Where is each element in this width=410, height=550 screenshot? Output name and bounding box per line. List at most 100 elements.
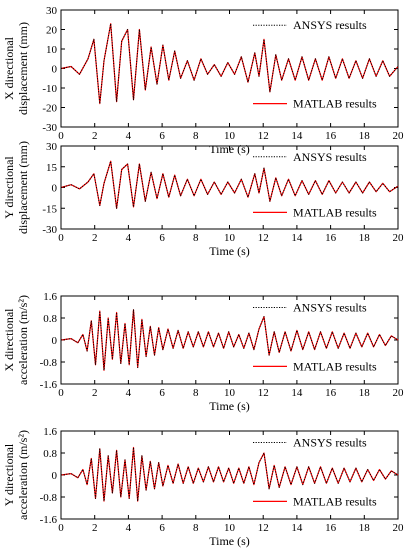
x-tick-label: 2 [92, 232, 98, 244]
x-tick-label: 20 [393, 130, 405, 142]
legend-label-matlab: MATLAB results [293, 359, 377, 373]
x-tick-label: 12 [258, 522, 269, 534]
series-line-ansys [60, 160, 399, 209]
x-tick-label: 6 [159, 522, 165, 534]
x-tick-label: 0 [58, 522, 64, 534]
y-tick-label: 0 [52, 64, 58, 76]
y-tick-label: 0 [52, 470, 58, 482]
x-tick-label: 10 [224, 387, 236, 399]
y-axis-label-line: Y directional [2, 443, 16, 506]
y-axis-label: Y directional acceleration (m/s²) [2, 430, 30, 520]
y-tick-label: -30 [42, 224, 57, 236]
legend-label-matlab: MATLAB results [293, 494, 377, 508]
x-tick-label: 12 [258, 130, 269, 142]
y-tick-label: 30 [46, 5, 58, 17]
x-tick-label: 18 [359, 232, 371, 244]
y-axis-label-line: X directional [2, 308, 16, 372]
y-axis-label-line: X directional [2, 36, 16, 100]
x-tick-label: 4 [126, 522, 132, 534]
x-tick-label: 12 [258, 232, 269, 244]
x-tick-label: 20 [393, 522, 405, 534]
x-tick-label: 14 [291, 130, 303, 142]
y-tick-label: -1.6 [40, 379, 58, 391]
x-tick-label: 6 [159, 130, 165, 142]
x-tick-label: 4 [126, 130, 132, 142]
chart-panel-4: 0 2 4 6 8 10 12 14 16 18 20 -1.6 -0.8 0 0.8 1.6 Time (s)… [2, 426, 404, 548]
y-axis-label-line: displacement (mm) [16, 141, 30, 234]
y-tick-label: -0.8 [40, 492, 58, 504]
legend-label-ansys: ANSYS results [293, 150, 367, 164]
x-tick-label: 20 [393, 387, 405, 399]
x-tick-label: 14 [291, 387, 303, 399]
x-tick-label: 2 [92, 130, 98, 142]
series-line-matlab [60, 309, 399, 371]
y-tick-label: 10 [46, 44, 58, 56]
y-tick-label: 0.8 [43, 448, 57, 460]
y-tick-label: 20 [46, 25, 58, 37]
x-tick-label: 0 [58, 232, 64, 244]
legend-label-matlab: MATLAB results [293, 205, 377, 219]
y-tick-label: 30 [46, 141, 58, 153]
y-tick-label: 15 [46, 162, 58, 174]
y-axis-label: Y directional displacement (mm) [2, 141, 30, 234]
x-tick-label: 10 [224, 130, 236, 142]
y-axis-label: X directional displacement (mm) [2, 22, 30, 115]
x-tick-label: 18 [359, 522, 371, 534]
legend-label-ansys: ANSYS results [293, 300, 367, 314]
x-tick-label: 6 [159, 232, 165, 244]
y-tick-label: 1.6 [43, 291, 57, 303]
y-axis-label-line: displacement (mm) [16, 22, 30, 115]
x-tick-label: 2 [92, 522, 98, 534]
series-line-ansys [60, 447, 399, 502]
chart-panel-3: 0 2 4 6 8 10 12 14 16 18 20 -1.6 -0.8 0 0.8 1.6 Time (s)… [2, 291, 404, 413]
x-tick-label: 10 [224, 522, 236, 534]
y-axis-label-line: Y directional [2, 156, 16, 219]
x-tick-label: 12 [258, 387, 269, 399]
y-tick-label: -0.8 [40, 357, 58, 369]
chart-panel-2: 0 2 4 6 8 10 12 14 16 18 20 -30 -15 0 15 30 Time (s) Y di… [2, 141, 404, 258]
x-tick-label: 14 [291, 522, 303, 534]
series-line-matlab [60, 23, 399, 105]
x-tick-label: 16 [325, 387, 337, 399]
x-axis-label: Time (s) [209, 244, 250, 258]
y-axis-label-line: acceleration (m/s²) [16, 295, 30, 385]
x-tick-label: 14 [291, 232, 303, 244]
y-tick-label: -1.6 [40, 514, 58, 526]
x-tick-label: 10 [224, 232, 236, 244]
y-tick-label: -20 [42, 103, 57, 115]
x-tick-label: 0 [58, 130, 64, 142]
x-tick-label: 8 [193, 522, 199, 534]
y-tick-label: 0 [52, 335, 58, 347]
y-axis-label-line: acceleration (m/s²) [16, 430, 30, 520]
x-axis-label: Time (s) [209, 399, 250, 413]
x-tick-label: 8 [193, 130, 199, 142]
x-tick-label: 16 [325, 232, 337, 244]
legend-label-matlab: MATLAB results [293, 97, 377, 111]
x-tick-label: 4 [126, 232, 132, 244]
x-tick-label: 16 [325, 130, 337, 142]
x-tick-label: 18 [359, 387, 371, 399]
x-tick-label: 0 [58, 387, 64, 399]
y-tick-label: 0.8 [43, 313, 57, 325]
x-tick-label: 16 [325, 522, 337, 534]
legend-label-ansys: ANSYS results [293, 18, 367, 32]
y-tick-label: -15 [42, 203, 57, 215]
y-tick-label: -30 [42, 122, 57, 134]
x-tick-label: 18 [359, 130, 371, 142]
x-tick-label: 2 [92, 387, 98, 399]
series-line-matlab [60, 160, 399, 209]
series-line-ansys [60, 23, 399, 105]
x-tick-label: 8 [193, 232, 199, 244]
x-axis-label: Time (s) [209, 534, 250, 548]
x-tick-label: 20 [393, 232, 405, 244]
series-line-matlab [60, 446, 399, 502]
x-tick-label: 4 [126, 387, 132, 399]
y-axis-label: X directional acceleration (m/s²) [2, 295, 30, 385]
x-tick-label: 6 [159, 387, 165, 399]
y-tick-label: -10 [42, 83, 57, 95]
legend-label-ansys: ANSYS results [293, 435, 367, 449]
y-tick-label: 0 [52, 183, 58, 195]
y-tick-label: 1.6 [43, 426, 57, 438]
